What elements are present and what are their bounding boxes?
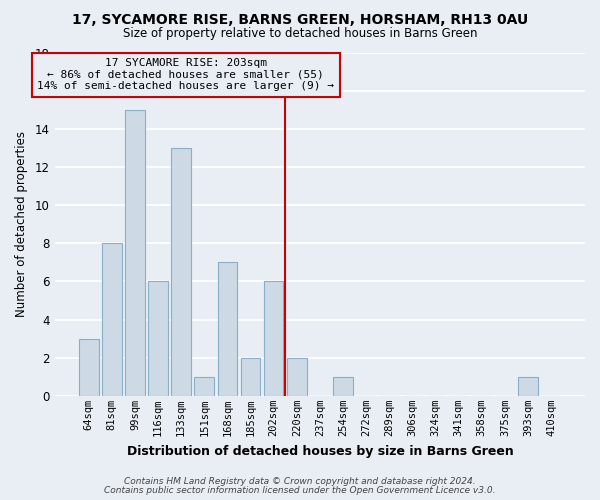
Y-axis label: Number of detached properties: Number of detached properties: [15, 131, 28, 317]
Bar: [102, 244, 122, 396]
Text: Contains HM Land Registry data © Crown copyright and database right 2024.: Contains HM Land Registry data © Crown c…: [124, 477, 476, 486]
Text: 17 SYCAMORE RISE: 203sqm
← 86% of detached houses are smaller (55)
14% of semi-d: 17 SYCAMORE RISE: 203sqm ← 86% of detach…: [37, 58, 334, 92]
Bar: [218, 262, 237, 396]
Bar: [172, 148, 191, 396]
Bar: [241, 358, 260, 396]
Bar: [518, 377, 538, 396]
Bar: [79, 338, 98, 396]
Bar: [125, 110, 145, 396]
Bar: [148, 282, 168, 396]
Text: 17, SYCAMORE RISE, BARNS GREEN, HORSHAM, RH13 0AU: 17, SYCAMORE RISE, BARNS GREEN, HORSHAM,…: [72, 12, 528, 26]
Bar: [287, 358, 307, 396]
Bar: [264, 282, 283, 396]
Text: Contains public sector information licensed under the Open Government Licence v3: Contains public sector information licen…: [104, 486, 496, 495]
Text: Size of property relative to detached houses in Barns Green: Size of property relative to detached ho…: [123, 28, 477, 40]
Bar: [333, 377, 353, 396]
Bar: [194, 377, 214, 396]
X-axis label: Distribution of detached houses by size in Barns Green: Distribution of detached houses by size …: [127, 444, 513, 458]
